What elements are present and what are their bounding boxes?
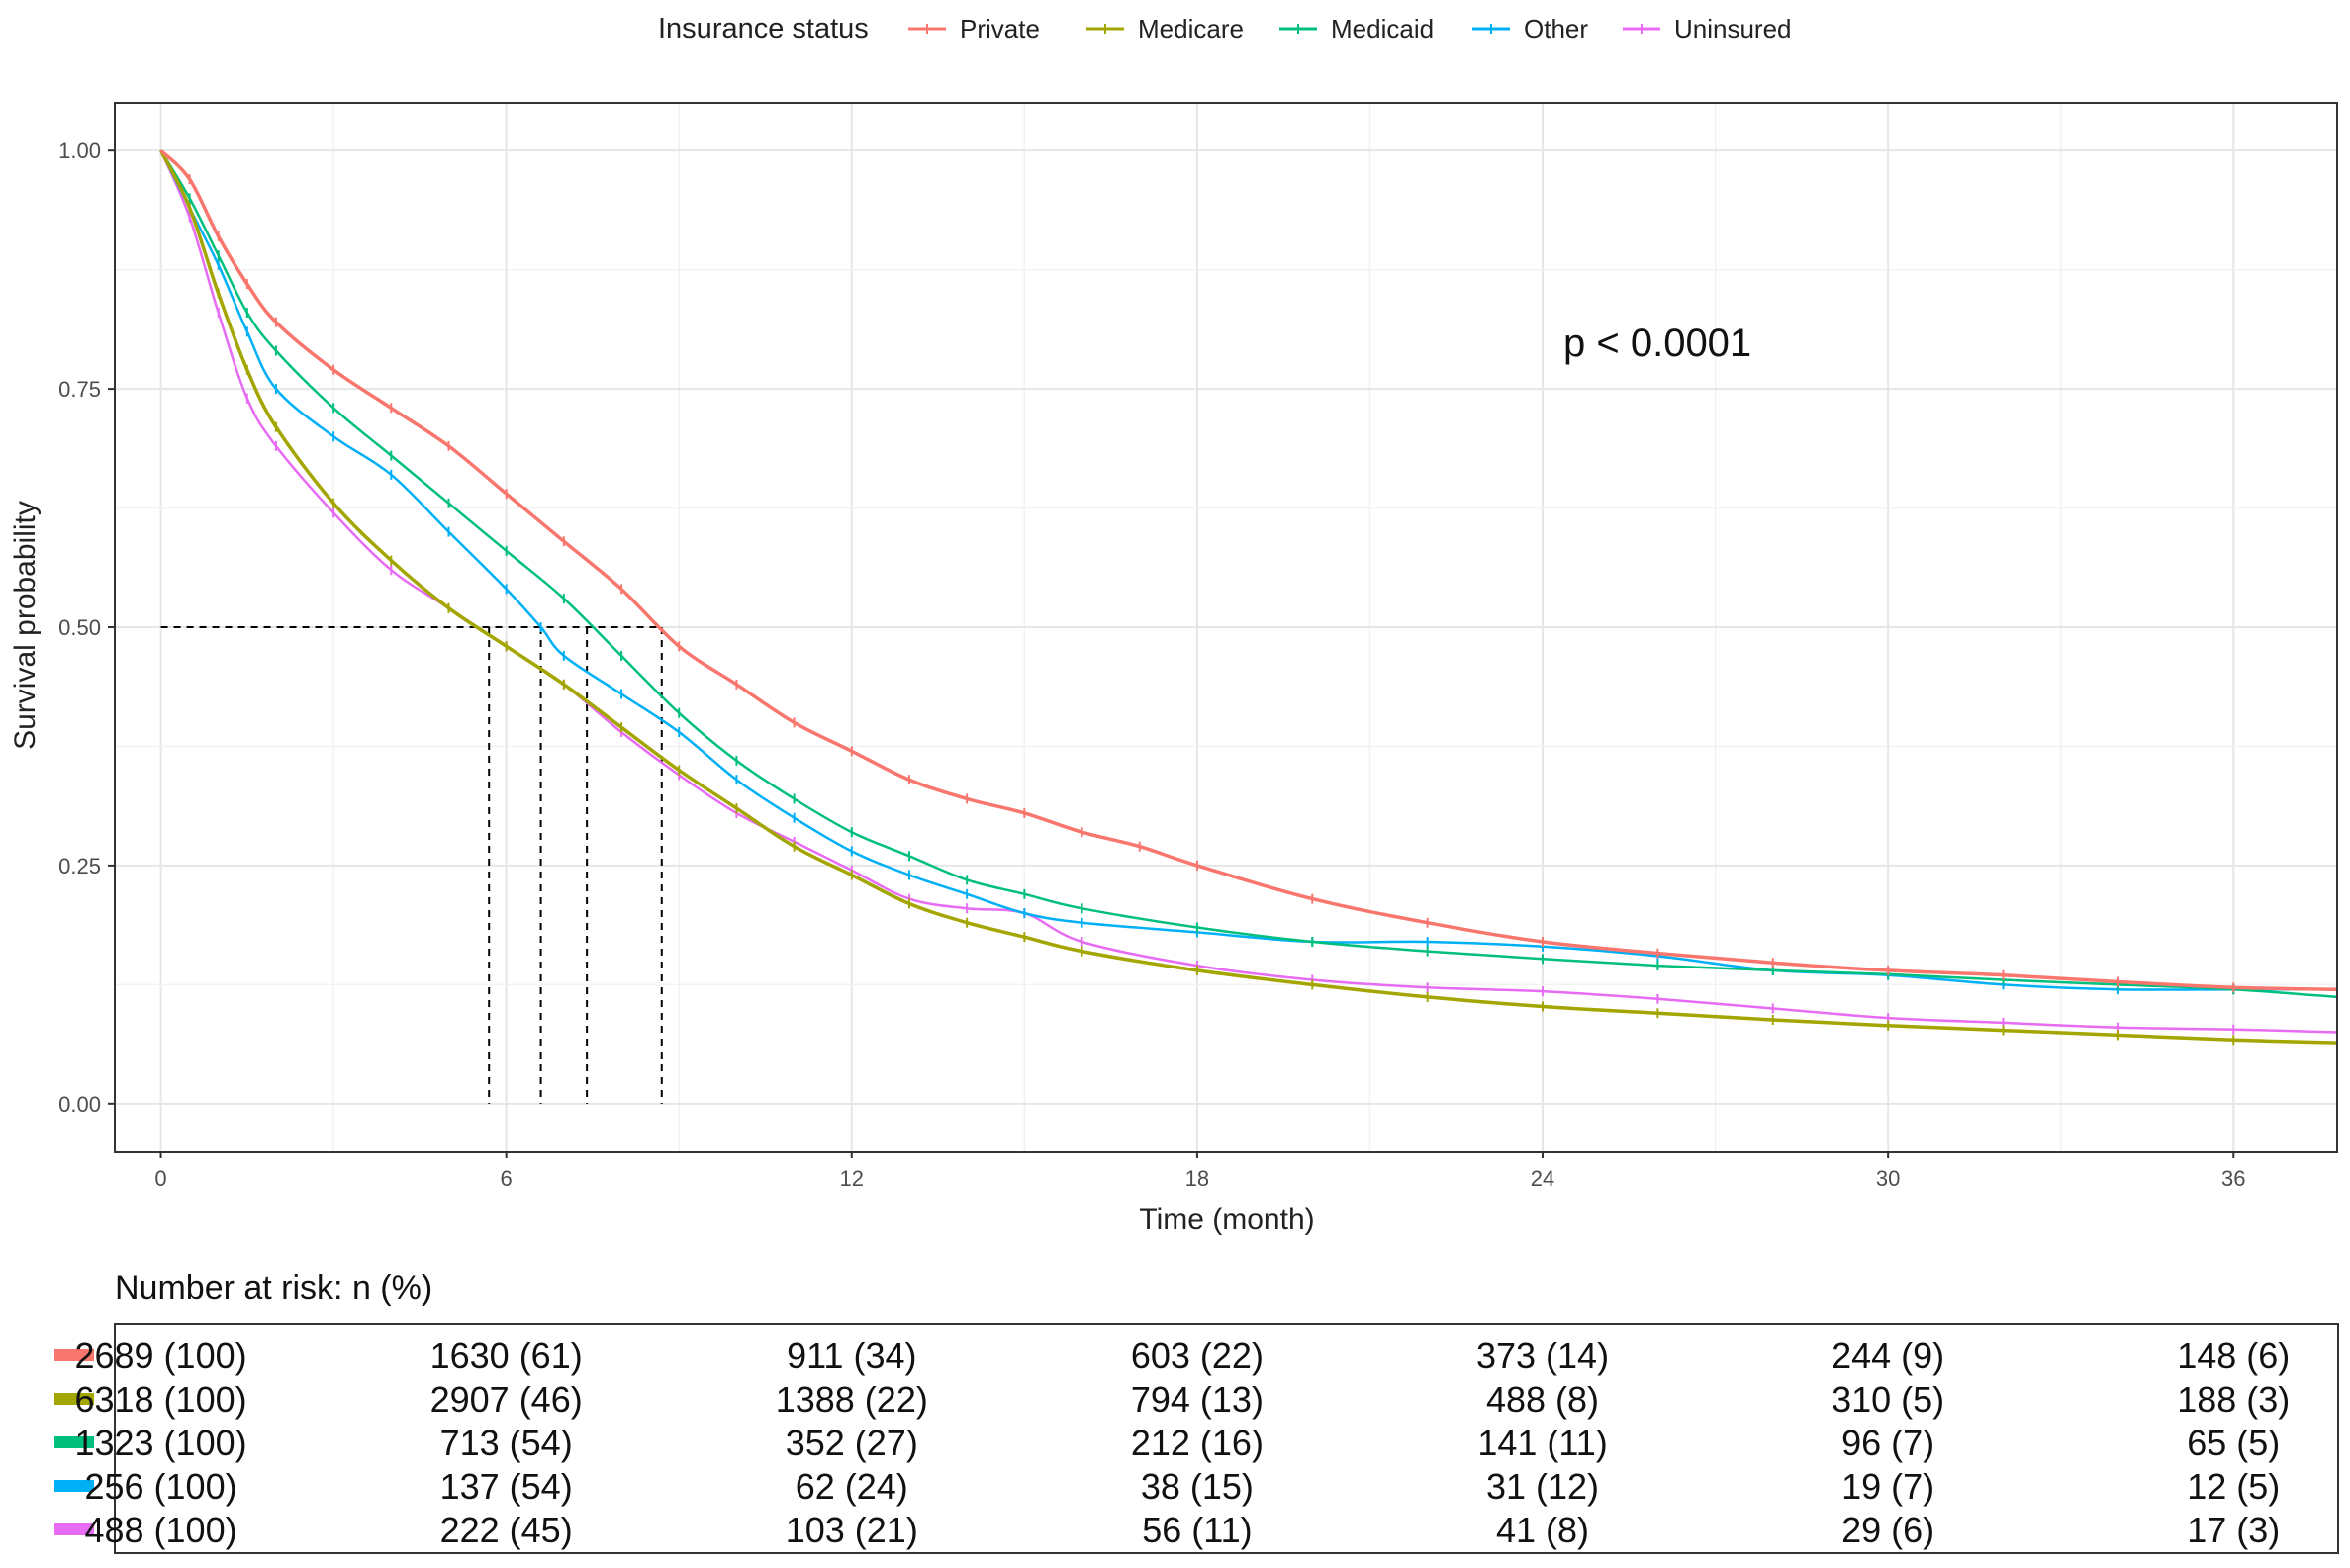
y-tick-label: 0.00: [58, 1092, 101, 1117]
risk-cell: 19 (7): [1841, 1466, 1934, 1507]
legend-item-uninsured: Uninsured: [1623, 14, 1792, 44]
risk-row-color-key: [54, 1393, 94, 1405]
risk-cell: 148 (6): [2177, 1336, 2290, 1376]
risk-row-color-key: [54, 1523, 94, 1535]
legend-title: Insurance status: [658, 13, 869, 45]
risk-cell: 62 (24): [796, 1466, 908, 1507]
risk-table-box: [114, 1323, 2339, 1554]
risk-row-private: 2689 (100) 1630 (61) 911 (34) 603 (22) 373 (…: [54, 1336, 2290, 1376]
series-private: [159, 148, 2338, 993]
legend-label: Private: [960, 14, 1040, 44]
risk-cell: 38 (15): [1141, 1466, 1254, 1507]
risk-cell: 1630 (61): [430, 1336, 583, 1376]
legend-item-other: Other: [1472, 14, 1588, 44]
risk-cell: 603 (22): [1131, 1336, 1264, 1376]
curve-medicaid: [159, 149, 2338, 999]
risk-table: 2689 (100) 1630 (61) 911 (34) 603 (22) 373 (…: [54, 1336, 2290, 1550]
series-medicare: [158, 149, 2338, 1046]
risk-row-medicaid: 1323 (100) 713 (54) 352 (27) 212 (16) 141 (1…: [54, 1423, 2280, 1463]
risk-cell: 310 (5): [1832, 1379, 1944, 1420]
risk-cell: 12 (5): [2187, 1466, 2280, 1507]
risk-row-color-key: [54, 1349, 94, 1361]
y-tick-label: 0.25: [58, 854, 101, 878]
x-axis: 0 6 12 18 24 30 36: [154, 1152, 2246, 1191]
risk-cell: 244 (9): [1832, 1336, 1944, 1376]
legend-item-medicaid: Medicaid: [1279, 14, 1434, 44]
y-tick-label: 0.50: [58, 615, 101, 640]
risk-cell: 1323 (100): [74, 1423, 246, 1463]
x-tick-label: 12: [840, 1166, 864, 1191]
legend: Insurance status Private Medicare Medicaid…: [658, 13, 1792, 45]
risk-cell: 373 (14): [1476, 1336, 1609, 1376]
survival-curves: [158, 148, 2338, 1046]
legend-label: Uninsured: [1674, 14, 1792, 44]
risk-cell: 41 (8): [1496, 1510, 1589, 1550]
risk-row-medicare: 6318 (100) 2907 (46) 1388 (22) 794 (13) 488 …: [54, 1379, 2290, 1420]
risk-cell: 137 (54): [440, 1466, 573, 1507]
legend-label: Medicaid: [1331, 14, 1434, 44]
legend-label: Other: [1524, 14, 1588, 44]
risk-cell: 103 (21): [786, 1510, 918, 1550]
median-lines: [160, 626, 663, 1104]
legend-item-medicare: Medicare: [1086, 14, 1244, 44]
x-tick-label: 18: [1185, 1166, 1209, 1191]
risk-cell: 256 (100): [84, 1466, 236, 1507]
x-tick-label: 30: [1876, 1166, 1900, 1191]
risk-cell: 6318 (100): [74, 1379, 246, 1420]
risk-row-uninsured: 488 (100) 222 (45) 103 (21) 56 (11) 41 (8) 29…: [54, 1510, 2280, 1550]
risk-row-other: 256 (100) 137 (54) 62 (24) 38 (15) 31 (12) 19…: [54, 1466, 2280, 1507]
risk-cell: 56 (11): [1142, 1510, 1252, 1550]
risk-cell: 188 (3): [2177, 1379, 2290, 1420]
risk-row-color-key: [54, 1480, 94, 1492]
risk-cell: 29 (6): [1841, 1510, 1934, 1550]
risk-cell: 911 (34): [787, 1336, 916, 1376]
risk-row-color-key: [54, 1436, 94, 1448]
risk-cell: 2689 (100): [74, 1336, 246, 1376]
risk-cell: 65 (5): [2187, 1423, 2280, 1463]
risk-cell: 96 (7): [1841, 1423, 1934, 1463]
x-tick-label: 24: [1531, 1166, 1554, 1191]
risk-cell: 352 (27): [786, 1423, 918, 1463]
risk-cell: 2907 (46): [430, 1379, 583, 1420]
x-tick-label: 0: [154, 1166, 166, 1191]
risk-cell: 222 (45): [440, 1510, 573, 1550]
risk-cell: 17 (3): [2187, 1510, 2280, 1550]
risk-cell: 488 (8): [1486, 1379, 1599, 1420]
x-axis-label: Time (month): [1139, 1203, 1314, 1236]
risk-cell: 794 (13): [1131, 1379, 1264, 1420]
p-value-annotation: p < 0.0001: [1563, 322, 1751, 365]
risk-cell: 212 (16): [1131, 1423, 1264, 1463]
risk-cell: 31 (12): [1486, 1466, 1599, 1507]
risk-cell: 488 (100): [84, 1510, 236, 1550]
risk-cell: 141 (11): [1477, 1423, 1607, 1463]
y-axis: 0.00 0.25 0.50 0.75 1.00: [58, 138, 115, 1117]
y-axis-label: Survival probability: [9, 501, 42, 750]
legend-item-private: Private: [908, 14, 1040, 44]
x-tick-label: 36: [2221, 1166, 2245, 1191]
y-tick-label: 1.00: [58, 138, 101, 163]
y-tick-label: 0.75: [58, 377, 101, 402]
risk-cell: 1388 (22): [776, 1379, 928, 1420]
risk-cell: 713 (54): [440, 1423, 573, 1463]
x-tick-label: 6: [501, 1166, 513, 1191]
risk-table-title: Number at risk: n (%): [115, 1269, 432, 1307]
legend-label: Medicare: [1138, 14, 1244, 44]
